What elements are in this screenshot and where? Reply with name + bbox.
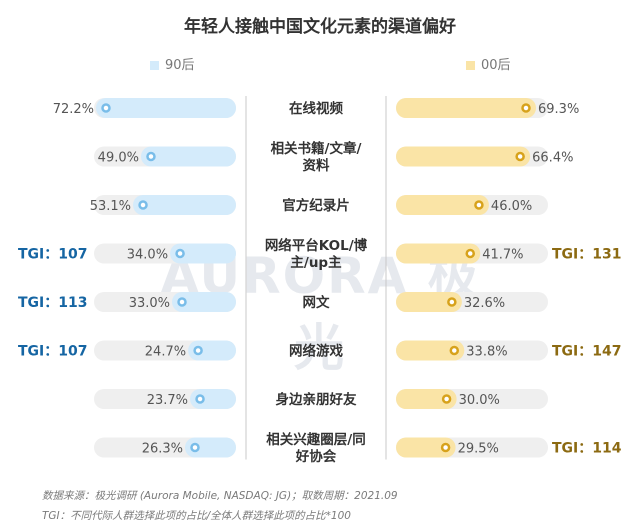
marker-00s xyxy=(440,442,451,453)
category-label: 相关兴趣圈层/同好协会 xyxy=(266,431,365,465)
category-label-line: 好协会 xyxy=(295,448,337,465)
value-label-90s: 24.7% xyxy=(145,345,186,360)
category-label: 网络游戏 xyxy=(289,343,343,360)
marker-90s xyxy=(175,248,185,259)
legend-item-90s: 90后 xyxy=(150,54,195,73)
bar-90s xyxy=(172,292,236,312)
tgi-label-90s: TGI：107 xyxy=(18,247,87,263)
value-label-00s: 66.4% xyxy=(532,151,573,166)
tgi-label-00s: TGI：131 xyxy=(552,247,621,263)
bar-00s xyxy=(396,437,456,458)
value-label-90s: 23.7% xyxy=(147,393,188,408)
value-label-00s: 33.8% xyxy=(466,345,507,360)
category-label-line: 在线视频 xyxy=(289,100,343,117)
bar-90s xyxy=(188,340,236,361)
bar-90s xyxy=(140,146,236,167)
legend-item-00s: 00后 xyxy=(466,54,511,73)
marker-00s xyxy=(521,103,531,113)
category-label-line: 网络游戏 xyxy=(289,343,343,360)
bar-90s xyxy=(96,98,236,118)
value-label-00s: 32.6% xyxy=(464,296,505,311)
footer-source: 数据来源：极光调研 (Aurora Mobile, NASDAQ: JG)；取数… xyxy=(42,490,398,502)
category-label: 网络平台KOL/博主/up主 xyxy=(265,237,368,271)
category-label-line: 身边亲朋好友 xyxy=(276,391,357,408)
bar-90s xyxy=(190,389,236,409)
value-label-00s: 41.7% xyxy=(482,248,523,263)
bar-00s xyxy=(396,389,457,409)
tgi-label-90s: TGI：107 xyxy=(18,344,87,360)
value-label-00s: 29.5% xyxy=(458,442,499,457)
value-label-90s: 53.1% xyxy=(90,199,131,214)
value-label-90s: 72.2% xyxy=(53,102,94,117)
marker-90s xyxy=(177,297,187,307)
marker-90s xyxy=(195,394,205,404)
legend-label-00s: 00后 xyxy=(481,58,511,73)
marker-90s xyxy=(190,442,200,453)
value-label-00s: 30.0% xyxy=(459,393,500,408)
tgi-label-00s: TGI：114 xyxy=(552,441,622,457)
value-label-00s: 46.0% xyxy=(491,199,532,214)
value-label-90s: 26.3% xyxy=(142,442,183,457)
tgi-label-90s: TGI：113 xyxy=(18,295,87,311)
category-label-line: 网文 xyxy=(303,294,330,311)
bar-00s xyxy=(396,292,462,312)
bar-90s xyxy=(185,437,236,458)
category-label-line: 网络平台KOL/博 xyxy=(265,237,368,254)
marker-90s xyxy=(146,151,156,162)
category-label-line: 官方纪录片 xyxy=(282,197,350,214)
footer-note: TGI：不同代际人群选择此项的占比/全体人群选择此项的占比*100 xyxy=(42,510,351,522)
marker-00s xyxy=(449,345,460,356)
legend-swatch-00s xyxy=(466,61,475,70)
bar-00s xyxy=(396,243,481,264)
category-label-line: 主/up主 xyxy=(290,254,342,271)
bar-00s xyxy=(396,340,465,361)
value-label-90s: 34.0% xyxy=(127,248,168,263)
bar-00s xyxy=(396,98,536,118)
chart-title: 年轻人接触中国文化元素的渠道偏好 xyxy=(184,17,456,37)
marker-00s xyxy=(441,394,452,404)
value-label-90s: 49.0% xyxy=(98,151,139,166)
bar-00s xyxy=(396,146,531,167)
marker-90s xyxy=(193,345,203,356)
marker-90s xyxy=(101,103,111,113)
category-label-line: 相关书籍/文章/ xyxy=(271,140,362,157)
legend-swatch-90s xyxy=(150,61,159,70)
bar-90s xyxy=(170,243,236,264)
bar-90s xyxy=(133,195,236,215)
category-label: 官方纪录片 xyxy=(282,197,350,214)
value-label-90s: 33.0% xyxy=(129,296,170,311)
category-label: 网文 xyxy=(303,294,330,311)
bar-00s xyxy=(396,195,489,215)
legend-label-90s: 90后 xyxy=(165,58,195,73)
marker-00s xyxy=(465,248,475,259)
category-label-line: 资料 xyxy=(303,157,330,174)
marker-90s xyxy=(138,200,148,210)
category-label-line: 相关兴趣圈层/同 xyxy=(266,431,365,448)
category-label: 在线视频 xyxy=(289,100,343,117)
value-label-00s: 69.3% xyxy=(538,102,579,117)
marker-00s xyxy=(474,200,484,210)
category-label: 身边亲朋好友 xyxy=(276,391,357,408)
category-label: 相关书籍/文章/资料 xyxy=(271,140,362,174)
marker-00s xyxy=(515,151,525,162)
marker-00s xyxy=(447,297,457,307)
tgi-label-00s: TGI：147 xyxy=(552,344,621,360)
